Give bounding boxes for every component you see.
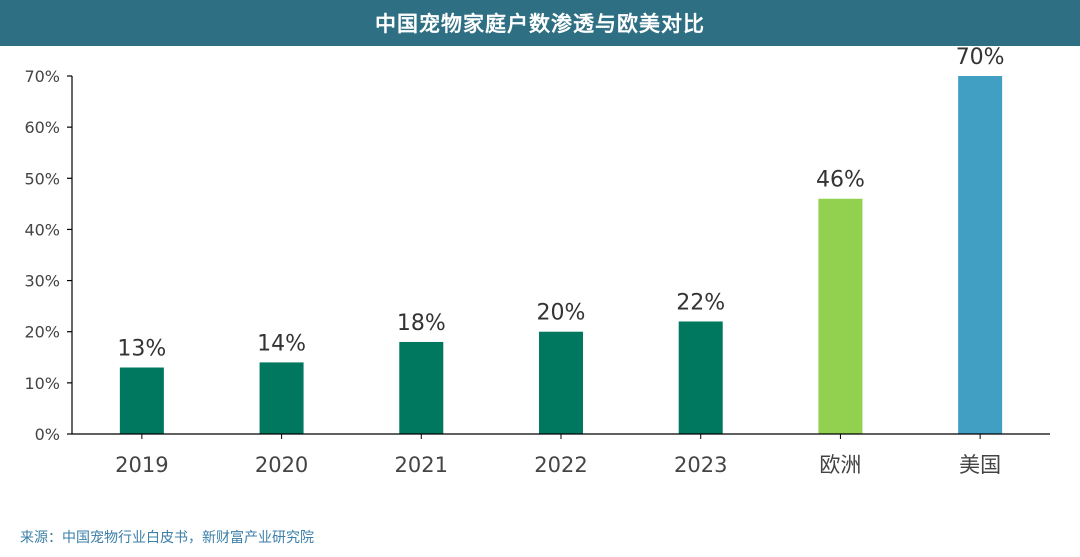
data-label: 13%: [117, 337, 166, 362]
data-label: 70%: [956, 46, 1005, 70]
y-tick-label: 60%: [24, 118, 60, 137]
bar: [119, 367, 164, 434]
bar: [958, 76, 1003, 434]
y-tick-label: 10%: [24, 374, 60, 393]
bar: [818, 198, 863, 434]
y-tick-label: 20%: [24, 323, 60, 342]
y-axis: 0% 10% 20% 30% 40% 50% 60% 70%: [24, 67, 73, 444]
bar: [539, 331, 583, 434]
data-label: 20%: [537, 301, 586, 326]
y-tick-label: 0%: [35, 425, 60, 444]
chart-title: 中国宠物家庭户数渗透与欧美对比: [0, 0, 1080, 46]
bar-chart: 0% 10% 20% 30% 40% 50% 60% 70% 13% 14% 18% 20% 22% 4…: [24, 46, 1050, 477]
y-tick-label: 30%: [24, 272, 60, 291]
data-label: 46%: [816, 168, 865, 193]
bar: [259, 362, 304, 434]
y-tick-label: 40%: [24, 220, 60, 239]
x-tick-label: 欧洲: [819, 453, 861, 477]
data-label: 14%: [257, 331, 306, 356]
y-tick-label: 70%: [24, 67, 60, 86]
bars: 13% 14% 18% 20% 22% 46% 70%: [117, 46, 1005, 434]
source-note: 来源：中国宠物行业白皮书，新财富产业研究院: [20, 530, 314, 546]
x-tick-label: 2019: [115, 453, 168, 477]
bar: [678, 321, 723, 434]
x-tick-label: 2023: [674, 453, 727, 477]
x-axis: 2019 2020 2021 2022 2023 欧洲 美国: [72, 433, 1050, 477]
data-label: 18%: [397, 311, 446, 336]
x-tick-label: 美国: [959, 453, 1001, 477]
x-tick-label: 2021: [395, 453, 448, 477]
bar: [399, 341, 444, 434]
y-tick-label: 50%: [24, 169, 60, 188]
data-label: 22%: [676, 290, 725, 315]
x-tick-label: 2020: [255, 453, 308, 477]
x-tick-label: 2022: [534, 453, 587, 477]
